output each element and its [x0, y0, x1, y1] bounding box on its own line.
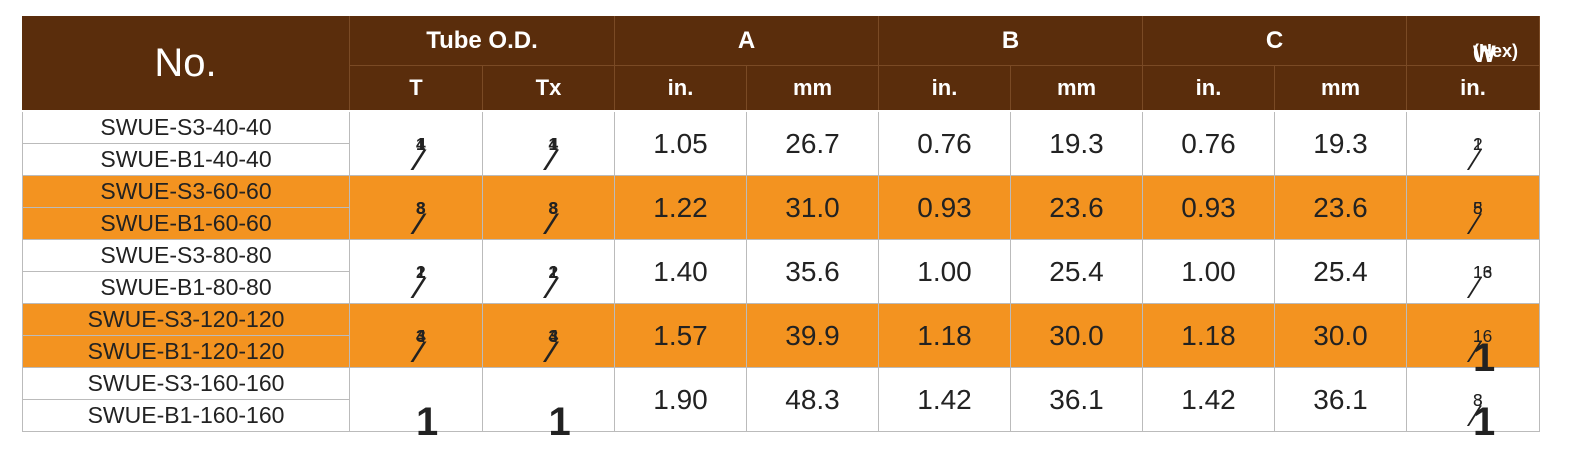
hex-size: 1 3 ⁄ 8	[1407, 368, 1540, 444]
t-size: 3 ⁄ 8	[350, 176, 483, 241]
tx-size: 1 ⁄ 2	[483, 240, 615, 305]
dimension: 25.4	[1011, 240, 1143, 304]
dimension: 30.0	[1011, 304, 1143, 368]
part-number: SWUE-S3-80-80	[22, 240, 350, 272]
dimension: 1.42	[879, 368, 1011, 432]
header-sub: mm	[1275, 66, 1407, 110]
dimension: 36.1	[1011, 368, 1143, 432]
dimension: 1.57	[615, 304, 747, 368]
dimension: 25.4	[1275, 240, 1407, 304]
dimension: 23.6	[1011, 176, 1143, 240]
dimension: 1.90	[615, 368, 747, 432]
hex-size: 1 ⁄ 2	[1407, 112, 1540, 177]
header-sub: mm	[747, 66, 879, 110]
dimension: 1.18	[879, 304, 1011, 368]
dimension: 1.05	[615, 112, 747, 176]
t-size: 3 ⁄ 4	[350, 304, 483, 369]
part-number: SWUE-S3-40-40	[22, 112, 350, 144]
dimension: 1.42	[1143, 368, 1275, 432]
tx-size: 3 ⁄ 4	[483, 304, 615, 369]
dimension: 1.18	[1143, 304, 1275, 368]
header-group: Tube O.D.	[350, 16, 615, 66]
header-no: No.	[22, 16, 350, 110]
header-sub: in.	[615, 66, 747, 110]
header-sub: in.	[1143, 66, 1275, 110]
dimension: 19.3	[1275, 112, 1407, 176]
t-size: 1 ⁄ 4	[350, 112, 483, 177]
dimension: 0.93	[1143, 176, 1275, 240]
hex-size: 5 ⁄ 8	[1407, 176, 1540, 241]
part-number: SWUE-S3-60-60	[22, 176, 350, 208]
dimension: 23.6	[1275, 176, 1407, 240]
dimension: 39.9	[747, 304, 879, 368]
header-group: A	[615, 16, 879, 66]
t-size: 1 ⁄ 2	[350, 240, 483, 305]
header-w: W (Hex)	[1407, 16, 1540, 68]
part-number: SWUE-B1-60-60	[22, 208, 350, 240]
part-number: SWUE-B1-120-120	[22, 336, 350, 368]
part-number: SWUE-S3-120-120	[22, 304, 350, 336]
part-number: SWUE-B1-160-160	[22, 400, 350, 432]
tx-size: 1 ⁄ 4	[483, 112, 615, 177]
dimension: 1.00	[879, 240, 1011, 304]
dimension: 1.40	[615, 240, 747, 304]
header-sub: in.	[1407, 66, 1540, 110]
part-number: SWUE-B1-40-40	[22, 144, 350, 176]
dimension: 30.0	[1275, 304, 1407, 368]
hex-size: 1 1 ⁄ 16	[1407, 304, 1540, 380]
dimension: 1.00	[1143, 240, 1275, 304]
dimension: 35.6	[747, 240, 879, 304]
dimension: 1.22	[615, 176, 747, 240]
dimension: 19.3	[1011, 112, 1143, 176]
part-number: SWUE-S3-160-160	[22, 368, 350, 400]
header-group: C	[1143, 16, 1407, 66]
tx-size: 1	[483, 368, 615, 444]
dimension: 36.1	[1275, 368, 1407, 432]
header-group: B	[879, 16, 1143, 66]
dimension: 0.76	[1143, 112, 1275, 176]
tx-size: 3 ⁄ 8	[483, 176, 615, 241]
dimension: 48.3	[747, 368, 879, 432]
t-size: 1	[350, 368, 483, 444]
dimension: 31.0	[747, 176, 879, 240]
header-sub: Tx	[483, 66, 615, 110]
header-sub: mm	[1011, 66, 1143, 110]
dimension: 26.7	[747, 112, 879, 176]
header-sub: in.	[879, 66, 1011, 110]
dimension: 0.93	[879, 176, 1011, 240]
hex-size: 13 ⁄ 16	[1407, 240, 1540, 305]
part-number: SWUE-B1-80-80	[22, 272, 350, 304]
header-sub: T	[350, 66, 483, 110]
dimension: 0.76	[879, 112, 1011, 176]
